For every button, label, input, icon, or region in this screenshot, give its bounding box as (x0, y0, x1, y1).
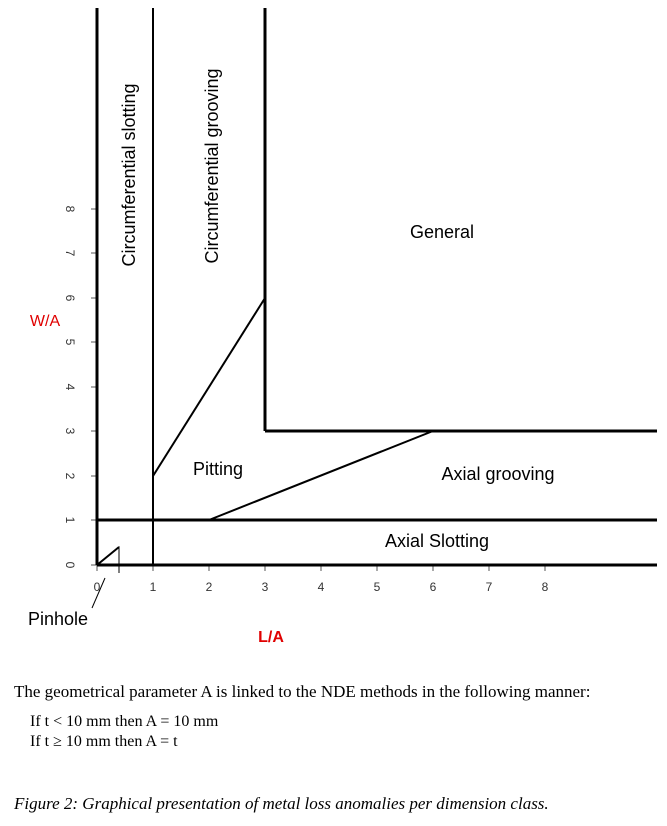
x-tick-label-6: 6 (430, 580, 437, 594)
x-tick-label-5: 5 (374, 580, 381, 594)
y-tick-label-6: 6 (63, 295, 77, 302)
y-tick-label-7: 7 (63, 250, 77, 257)
x-tick-label-2: 2 (206, 580, 213, 594)
y-tick-label-3: 3 (63, 428, 77, 435)
nde-parameter-text: The geometrical parameter A is linked to… (14, 682, 664, 752)
parameter-intro: The geometrical parameter A is linked to… (14, 682, 591, 701)
parameter-rule-2: If t ≥ 10 mm then A = t (30, 733, 178, 750)
dimension-class-diagram: 0 1 2 3 4 5 6 7 8 0 1 2 3 4 5 6 7 8 Circ… (28, 8, 657, 646)
y-tick-label-0: 0 (63, 562, 77, 569)
x-tick-label-8: 8 (542, 580, 549, 594)
y-tick-label-4: 4 (63, 384, 77, 391)
pinhole-marker (91, 545, 120, 609)
region-label-axial-slotting: Axial Slotting (385, 531, 489, 551)
x-tick-label-1: 1 (150, 580, 157, 594)
y-axis-title: W/A (30, 313, 61, 330)
boundary-axial-grooving-diagonal (208, 430, 434, 521)
y-tick-label-5: 5 (63, 339, 77, 346)
x-tick-label-4: 4 (318, 580, 325, 594)
pinhole-leader-line (91, 577, 106, 609)
region-label-circumferential-slotting: Circumferential slotting (119, 83, 139, 266)
x-tick-label-7: 7 (486, 580, 493, 594)
region-label-axial-grooving: Axial grooving (441, 464, 554, 484)
y-tick-label-8: 8 (63, 206, 77, 213)
figure-caption: Figure 2: Graphical presentation of meta… (14, 794, 549, 813)
y-tick-label-1: 1 (63, 517, 77, 524)
y-tick-label-2: 2 (63, 473, 77, 480)
region-label-general: General (410, 222, 474, 242)
x-axis-title: L/A (258, 629, 284, 646)
boundary-pitting-diagonal (152, 297, 266, 477)
x-tick-label-0: 0 (94, 580, 101, 594)
class-boundaries (95, 8, 657, 567)
region-label-pinhole: Pinhole (28, 609, 88, 629)
x-tick-label-3: 3 (262, 580, 269, 594)
region-label-circumferential-grooving: Circumferential grooving (202, 68, 222, 263)
region-label-pitting: Pitting (193, 459, 243, 479)
parameter-rule-1: If t < 10 mm then A = 10 mm (30, 713, 219, 730)
